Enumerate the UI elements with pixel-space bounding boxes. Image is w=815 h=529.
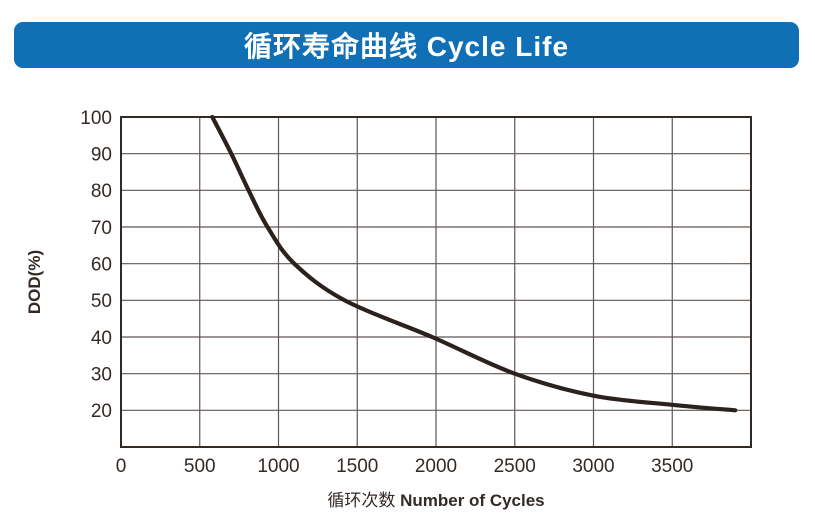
x-tick-label: 2000 <box>415 456 457 477</box>
x-tick-label: 0 <box>116 456 127 477</box>
x-axis-title: 循环次数 Number of Cycles <box>327 491 544 510</box>
y-tick-label: 100 <box>80 108 112 129</box>
page-title: 循环寿命曲线 Cycle Life <box>243 31 570 62</box>
x-tick-label: 3000 <box>572 456 614 477</box>
y-tick-label: 20 <box>91 401 112 422</box>
x-tick-label: 1500 <box>336 456 378 477</box>
y-tick-label: 90 <box>91 145 112 166</box>
cycle-life-curve <box>210 114 738 413</box>
y-tick-label: 50 <box>91 291 112 312</box>
y-tick-label: 60 <box>91 255 112 276</box>
plot-border <box>120 116 752 448</box>
grid <box>121 117 751 447</box>
x-tick-label: 1000 <box>257 456 299 477</box>
x-tick-label: 3500 <box>651 456 693 477</box>
x-tick-label: 500 <box>184 456 216 477</box>
y-tick-label: 30 <box>91 365 112 386</box>
title-banner: 循环寿命曲线 Cycle Life <box>14 22 799 68</box>
y-tick-label: 70 <box>91 218 112 239</box>
y-axis-title: DOD(%) <box>25 250 44 314</box>
x-tick-label: 2500 <box>494 456 536 477</box>
y-tick-label: 40 <box>91 328 112 349</box>
y-tick-label: 80 <box>91 181 112 202</box>
